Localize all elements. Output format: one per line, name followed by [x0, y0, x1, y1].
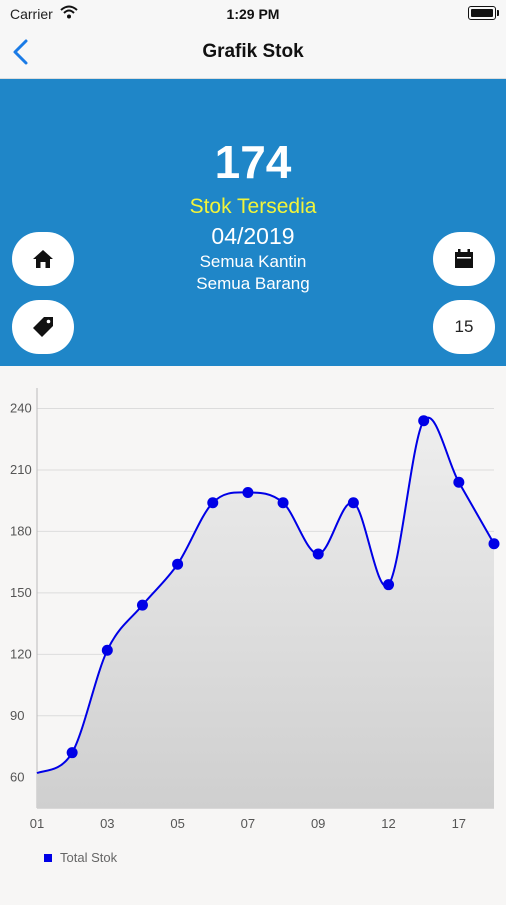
x-tick-label: 01 [30, 816, 44, 831]
stock-summary-panel: 174 Stok Tersedia 04/2019 Semua Kantin S… [0, 79, 506, 366]
data-point [383, 579, 395, 591]
series-area [37, 417, 494, 808]
count-badge: 15 [454, 317, 474, 336]
kantin-filter-button[interactable] [12, 232, 74, 286]
x-tick-label: 17 [452, 816, 466, 831]
data-point [207, 497, 219, 509]
y-tick-label: 150 [10, 585, 32, 600]
y-tick-label: 210 [10, 462, 32, 477]
data-point [347, 497, 359, 509]
chevron-left-icon [13, 39, 28, 65]
y-tick-label: 240 [10, 400, 32, 415]
stock-value: 174 [214, 136, 292, 188]
period-label: 04/2019 [211, 223, 295, 249]
data-point [101, 644, 113, 656]
battery-icon [468, 6, 499, 20]
data-point [453, 476, 465, 488]
data-point [488, 538, 500, 550]
carrier-label: Carrier [10, 6, 53, 22]
count-button[interactable]: 15 [433, 300, 495, 354]
navigation-bar: Grafik Stok [0, 26, 506, 79]
home-icon [33, 250, 53, 268]
legend-swatch [44, 853, 52, 862]
tag-icon [33, 317, 53, 337]
x-tick-label: 07 [241, 816, 255, 831]
x-tick-label: 03 [100, 816, 114, 831]
data-point [172, 558, 184, 570]
y-tick-label: 180 [10, 523, 32, 538]
data-point [277, 497, 289, 509]
back-button[interactable] [8, 36, 38, 68]
calendar-icon [455, 249, 473, 268]
y-tick-label: 90 [10, 708, 24, 723]
x-tick-label: 12 [381, 816, 395, 831]
data-point [242, 486, 254, 498]
x-tick-label: 09 [311, 816, 325, 831]
data-point [312, 548, 324, 560]
data-point [136, 599, 148, 611]
status-time: 1:29 PM [226, 6, 280, 22]
data-point [66, 747, 78, 759]
legend-label: Total Stok [60, 850, 118, 865]
stock-label: Stok Tersedia [189, 195, 317, 218]
chart-legend: Total Stok [44, 850, 117, 865]
y-tick-label: 60 [10, 769, 24, 784]
wifi-icon [60, 5, 78, 22]
period-picker-button[interactable] [433, 232, 495, 286]
barang-filter-label: Semua Barang [196, 274, 310, 293]
y-tick-label: 120 [10, 646, 32, 661]
data-point [418, 415, 430, 427]
page-title: Grafik Stok [202, 41, 304, 62]
status-bar: Carrier 1:29 PM [0, 0, 506, 26]
stock-chart-svg: 60 90 120 150 180 210 240 01 03 05 07 09 12 17 [10, 388, 500, 831]
barang-filter-button[interactable] [12, 300, 74, 354]
x-tick-label: 05 [170, 816, 184, 831]
kantin-filter-label: Semua Kantin [199, 252, 307, 271]
stock-chart: 60 90 120 150 180 210 240 01 03 05 07 09 12 17 [0, 366, 506, 900]
